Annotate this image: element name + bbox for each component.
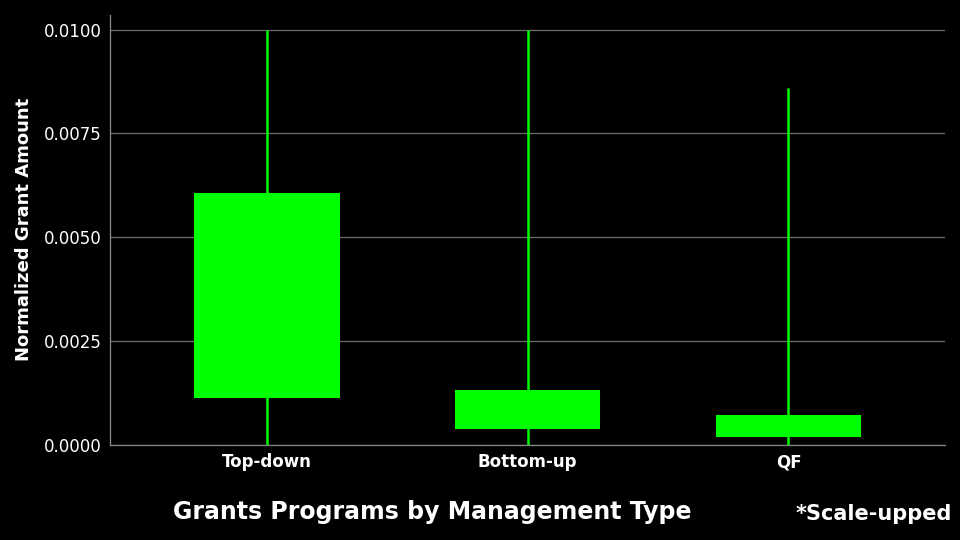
- Bar: [717, 416, 860, 436]
- Bar: [195, 193, 339, 397]
- Text: *Scale-upped: *Scale-upped: [796, 504, 951, 524]
- Text: Grants Programs by Management Type: Grants Programs by Management Type: [173, 500, 691, 524]
- Y-axis label: Normalized Grant Amount: Normalized Grant Amount: [15, 98, 33, 361]
- Bar: [456, 391, 599, 428]
